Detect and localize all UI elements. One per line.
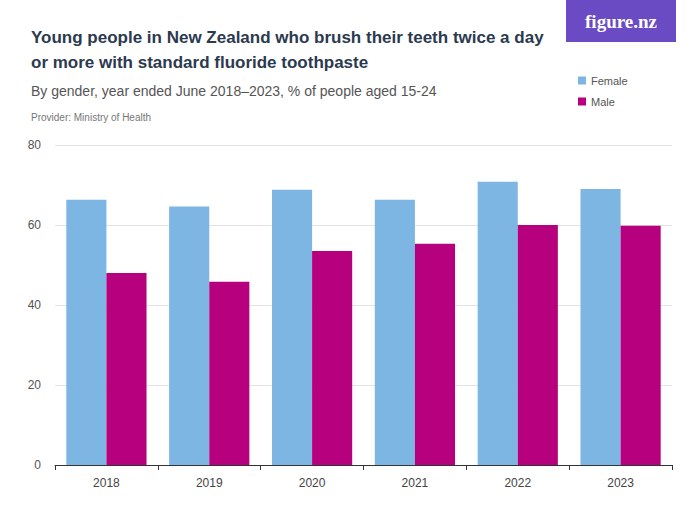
svg-text:Young people in New Zealand wh: Young people in New Zealand who brush th… [31, 28, 548, 47]
svg-text:0: 0 [34, 458, 41, 472]
svg-text:2021: 2021 [402, 476, 429, 490]
svg-text:20: 20 [28, 378, 42, 392]
svg-text:Provider: Ministry of Health: Provider: Ministry of Health [31, 112, 151, 123]
svg-text:Female: Female [591, 75, 628, 87]
svg-text:2018: 2018 [93, 476, 120, 490]
svg-text:Male: Male [591, 96, 615, 108]
svg-text:or more with standard fluoride: or more with standard fluoride toothpast… [31, 53, 368, 72]
svg-text:2023: 2023 [607, 476, 634, 490]
svg-text:40: 40 [28, 298, 42, 312]
svg-text:figure.nz: figure.nz [585, 11, 658, 32]
svg-text:2022: 2022 [504, 476, 531, 490]
svg-text:2019: 2019 [196, 476, 223, 490]
svg-text:80: 80 [28, 138, 42, 152]
svg-text:60: 60 [28, 218, 42, 232]
svg-text:By gender, year ended June 201: By gender, year ended June 2018–2023, % … [31, 83, 437, 99]
svg-text:2020: 2020 [299, 476, 326, 490]
